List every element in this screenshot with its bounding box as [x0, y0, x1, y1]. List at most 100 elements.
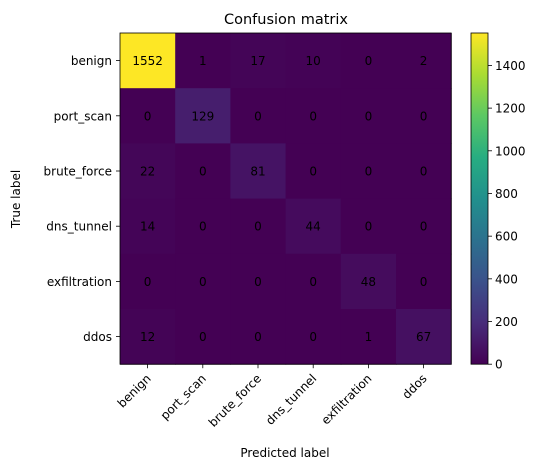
cell-value-0-4: 0 [365, 54, 373, 68]
x-tick-label-5: ddos [399, 371, 429, 401]
colorbar-frame [470, 32, 489, 365]
y-tick-label-4: exfiltration [47, 275, 112, 289]
heatmap-cell-3-0 [120, 198, 176, 255]
cell-value-5-5: 67 [416, 330, 431, 344]
heatmap-cell-4-1 [175, 253, 231, 310]
x-tick-label-2: brute_force [206, 371, 264, 429]
heatmap-cell-3-2 [230, 198, 287, 255]
heatmap-cell-3-1 [175, 198, 231, 255]
colorbar-tick-label-7: 1400 [495, 59, 526, 73]
colorbar-tick-label-4: 800 [495, 187, 518, 201]
y-axis-label: True label [9, 170, 23, 229]
cell-value-5-2: 0 [254, 330, 262, 344]
heatmap-cell-0-1 [175, 33, 231, 89]
heatmap-cell-0-0 [120, 33, 176, 89]
y-tick-label-3: dns_tunnel [46, 220, 112, 234]
heatmap-cell-1-0 [120, 88, 176, 144]
cell-value-0-1: 1 [199, 54, 207, 68]
cell-value-2-3: 0 [309, 165, 317, 179]
colorbar-gradient [471, 33, 488, 365]
cell-value-5-4: 1 [365, 330, 373, 344]
cell-value-4-3: 0 [309, 275, 317, 289]
colorbar-tick-label-3: 600 [495, 230, 518, 244]
cell-value-1-4: 0 [365, 109, 373, 123]
cell-value-0-0: 1552 [132, 54, 163, 68]
x-tick-label-1: port_scan [158, 371, 209, 422]
heatmap-cell-0-5 [396, 33, 452, 89]
heatmap-cell-4-3 [285, 253, 342, 310]
cell-value-0-2: 17 [250, 54, 265, 68]
heatmap-frame [119, 32, 452, 365]
cell-value-3-4: 0 [365, 220, 373, 234]
cell-value-2-2: 81 [250, 165, 265, 179]
heatmap-cell-2-3 [285, 143, 342, 200]
heatmap-cell-3-3 [285, 198, 342, 255]
heatmap-cell-5-3 [285, 309, 342, 365]
colorbar: 0 200 400 600 800 1000 1200 1400 [470, 32, 526, 372]
heatmap-cell-1-4 [340, 88, 397, 144]
y-tick-label-2: brute_force [44, 165, 112, 179]
heatmap-cell-4-2 [230, 253, 287, 310]
cell-value-2-5: 0 [420, 165, 428, 179]
heatmap-cell-2-1 [175, 143, 231, 200]
cell-value-5-0: 12 [140, 330, 155, 344]
colorbar-tick-label-2: 400 [495, 272, 518, 286]
cell-value-labels: 1552 1 17 10 0 20 129 0 0 0 022 0 81 0 0 014 0 0 44 0 00 0 0 0 4… [132, 54, 431, 344]
y-tick-label-0: benign [71, 54, 112, 68]
x-axis-label: Predicted label [240, 446, 329, 460]
heatmap-cell-2-5 [396, 143, 452, 200]
cell-value-1-5: 0 [420, 109, 428, 123]
cell-value-4-5: 0 [420, 275, 428, 289]
heatmap-cell-5-1 [175, 309, 231, 365]
heatmap-cell-3-5 [396, 198, 452, 255]
x-tick-label-3: dns_tunnel [263, 371, 319, 427]
cell-value-4-4: 48 [361, 275, 376, 289]
cell-value-1-2: 0 [254, 109, 262, 123]
cell-value-2-0: 22 [140, 165, 155, 179]
cell-value-1-1: 129 [191, 109, 214, 123]
colorbar-tick-label-6: 1200 [495, 102, 526, 116]
heatmap-cell-0-2 [230, 33, 287, 89]
heatmap-cell-2-0 [120, 143, 176, 200]
cell-value-4-0: 0 [144, 275, 152, 289]
cell-value-4-2: 0 [254, 275, 262, 289]
x-tick-label-0: benign [115, 371, 154, 410]
cell-value-0-3: 10 [306, 54, 321, 68]
heatmap-cell-1-1 [175, 88, 231, 144]
cell-value-5-1: 0 [199, 330, 207, 344]
cell-value-2-4: 0 [365, 165, 373, 179]
cell-value-3-5: 0 [420, 220, 428, 234]
heatmap-cell-4-5 [396, 253, 452, 310]
cell-value-3-2: 0 [254, 220, 262, 234]
cell-value-3-0: 14 [140, 220, 155, 234]
heatmap-cell-1-3 [285, 88, 342, 144]
heatmap-cell-2-4 [340, 143, 397, 200]
cell-value-1-0: 0 [144, 109, 152, 123]
heatmap-cell-0-3 [285, 33, 342, 89]
cell-value-1-3: 0 [309, 109, 317, 123]
cell-value-0-5: 2 [420, 54, 428, 68]
chart-title: Confusion matrix [224, 12, 348, 28]
heatmap-cell-5-5 [396, 309, 452, 365]
cell-value-4-1: 0 [199, 275, 207, 289]
heatmap-cell-5-4 [340, 309, 397, 365]
heatmap-cell-1-2 [230, 88, 287, 144]
heatmap-cells [120, 33, 452, 365]
heatmap-cell-5-2 [230, 309, 287, 365]
cell-value-2-1: 0 [199, 165, 207, 179]
cell-value-5-3: 0 [309, 330, 317, 344]
cell-value-3-1: 0 [199, 220, 207, 234]
y-tick-label-5: ddos [83, 330, 112, 344]
heatmap-cell-3-4 [340, 198, 397, 255]
heatmap-cell-4-0 [120, 253, 176, 310]
colorbar-tick-label-0: 0 [495, 358, 503, 372]
heatmap-cell-2-2 [230, 143, 287, 200]
heatmap-cell-4-4 [340, 253, 397, 310]
heatmap-cell-0-4 [340, 33, 397, 89]
heatmap-cell-1-5 [396, 88, 452, 144]
cell-value-3-3: 44 [306, 220, 321, 234]
heatmap-cell-5-0 [120, 309, 176, 365]
colorbar-tick-label-5: 1000 [495, 144, 526, 158]
colorbar-tick-label-1: 200 [495, 315, 518, 329]
